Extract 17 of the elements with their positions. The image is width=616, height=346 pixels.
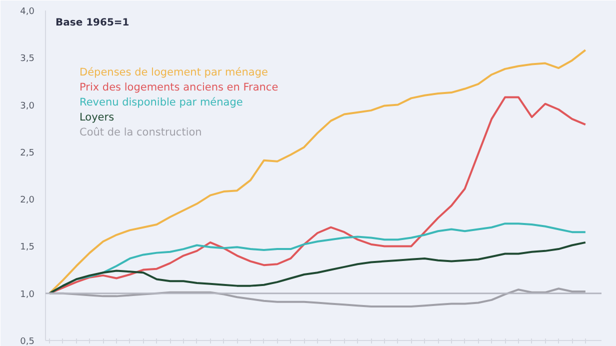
line-series	[48, 49, 586, 294]
text: Prix des logements anciens en France	[80, 82, 278, 94]
y-tick-label: 2,0	[20, 196, 35, 206]
y-tick-label: 1,0	[20, 290, 35, 300]
text: Coût de la construction	[80, 126, 202, 138]
y-tick-label: 3,0	[20, 101, 35, 112]
y-tick-label: 4,0	[20, 7, 35, 17]
text: Base 1965=1	[56, 18, 130, 28]
y-tick-label: 0,5	[20, 337, 35, 346]
text: Dépenses de logement par ménage	[80, 66, 268, 78]
line-series	[48, 241, 586, 294]
y-tick-label: 3,5	[20, 54, 35, 64]
text: Revenu disponible par ménage	[80, 96, 243, 108]
y-tick-label: 1,5	[20, 242, 35, 253]
y-tick-label: 2,5	[20, 148, 35, 158]
text: Loyers	[80, 112, 114, 124]
line-series	[48, 288, 586, 308]
